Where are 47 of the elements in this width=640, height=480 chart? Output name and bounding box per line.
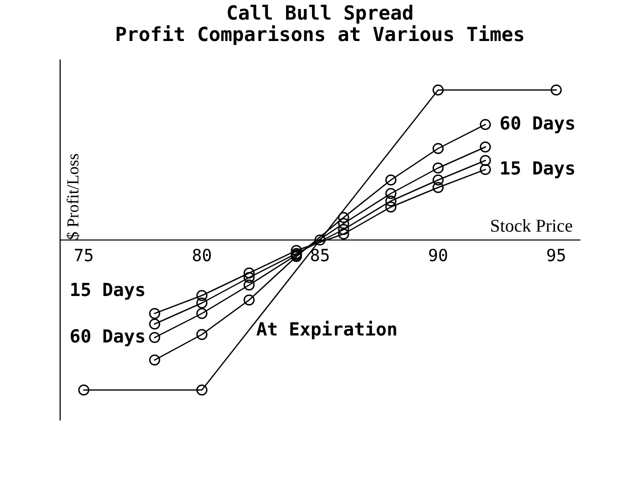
- point: [196, 297, 208, 309]
- point: [480, 141, 491, 153]
- text: 15 Days: [71, 282, 144, 300]
- point: [244, 267, 255, 279]
- series-label: 60 Days: [500, 116, 574, 134]
- point: [385, 188, 396, 200]
- point: [432, 84, 444, 96]
- x-tick-label: 80: [192, 248, 211, 262]
- point: [149, 308, 160, 320]
- x-tick-label: 75: [74, 248, 92, 262]
- point: [78, 384, 90, 396]
- point: [244, 294, 255, 306]
- x-axis-title: Stock Price: [491, 219, 572, 232]
- point: [338, 224, 350, 236]
- point: [432, 182, 444, 194]
- point: [196, 328, 208, 340]
- point: [244, 279, 255, 291]
- point: [432, 174, 444, 186]
- point: [244, 272, 255, 284]
- point: [385, 174, 396, 186]
- chart-title: Call Bull Spread Profit Comparisons at Various Times: [116, 4, 524, 46]
- point: [196, 290, 208, 302]
- point: [385, 201, 396, 213]
- point: [480, 164, 491, 176]
- point: [314, 234, 326, 246]
- text: 60 Days: [70, 329, 144, 346]
- x-tick-label: 85: [311, 248, 329, 262]
- point: [149, 318, 160, 330]
- y-axis-title: $ Profit/Loss: [66, 154, 80, 240]
- point: [432, 142, 444, 154]
- series-label: 15 Days: [501, 161, 574, 178]
- point: [480, 118, 491, 130]
- point: [338, 228, 350, 240]
- series-label: At Expiration: [256, 320, 396, 340]
- x-tick-label: 90: [429, 248, 448, 262]
- x-tick-label: 95: [547, 248, 565, 262]
- point: [196, 384, 208, 396]
- point: [338, 218, 350, 230]
- point: [149, 354, 160, 366]
- point: [338, 212, 350, 224]
- point: [480, 154, 491, 166]
- point: [385, 195, 396, 207]
- point: [550, 84, 562, 96]
- point: [290, 244, 302, 256]
- point: [432, 162, 444, 174]
- point: [196, 308, 208, 320]
- point: [149, 332, 160, 344]
